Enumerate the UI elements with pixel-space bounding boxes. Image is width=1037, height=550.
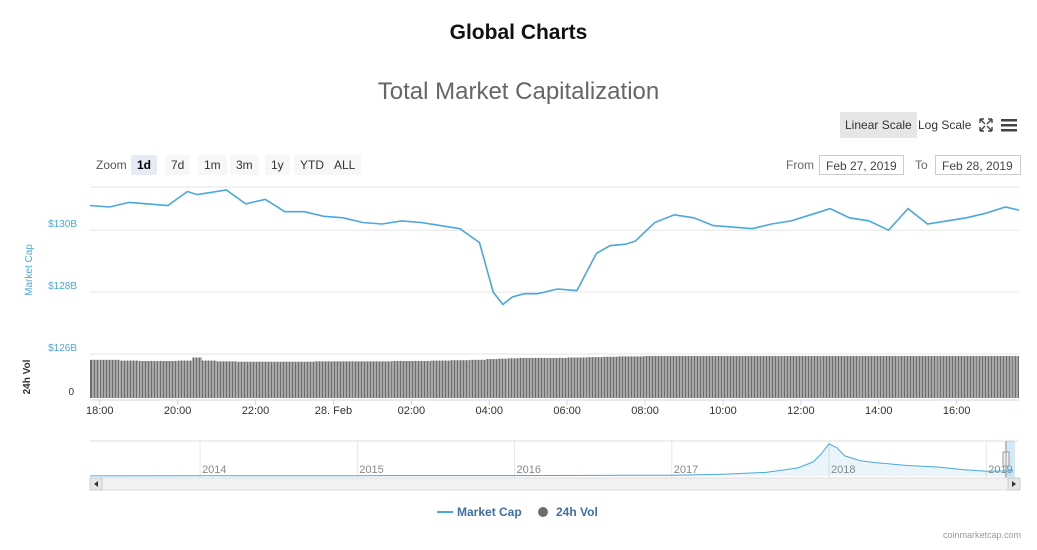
chart-title: Total Market Capitalization	[377, 78, 660, 105]
volume-bar	[878, 356, 899, 398]
navigator-year-label: 2019	[988, 464, 1012, 476]
legend-dot-icon	[538, 507, 548, 517]
navigator-year-label: 2018	[831, 464, 855, 476]
volume-bar	[547, 357, 568, 398]
legend-item-market-cap[interactable]: Market Cap	[437, 505, 522, 519]
volume-bar	[99, 359, 120, 398]
volume-bar	[603, 356, 618, 398]
navigator-line	[89, 443, 1014, 477]
series-line-market-cap	[89, 189, 1020, 306]
zoom-button-3m[interactable]: 3m	[230, 155, 259, 175]
volume-bar	[90, 359, 100, 398]
y-tick-label: $128B	[48, 281, 77, 292]
from-date-input[interactable]: Feb 27, 2019	[819, 155, 904, 175]
volume-bar	[430, 360, 451, 398]
volume-bar	[216, 361, 237, 398]
navigator-year-label: 2017	[674, 464, 698, 476]
x-tick-label: 06:00	[553, 405, 581, 417]
hamburger-menu-icon[interactable]	[998, 114, 1020, 136]
volume-bar	[531, 357, 548, 398]
volume-bar	[917, 356, 938, 398]
x-tick-label: 22:00	[242, 405, 270, 417]
volume-bar	[956, 356, 977, 398]
navigator-year-label: 2016	[517, 464, 541, 476]
x-tick-label: 20:00	[164, 405, 192, 417]
volume-bar	[192, 357, 202, 398]
volume-bar	[664, 356, 685, 398]
x-tick-label: 16:00	[943, 405, 971, 417]
x-tick-label: 08:00	[631, 405, 659, 417]
scrollbar-track[interactable]	[89, 477, 1021, 491]
navigator-year-label: 2014	[202, 464, 226, 476]
volume-bar	[498, 358, 508, 398]
volume-bar	[294, 361, 314, 398]
from-label: From	[786, 158, 814, 172]
x-tick-label: 10:00	[709, 405, 737, 417]
volume-bar	[177, 360, 193, 398]
legend-label-market-cap: Market Cap	[457, 505, 522, 519]
zoom-button-1m[interactable]: 1m	[198, 155, 227, 175]
volume-bar	[255, 361, 276, 398]
volume-bar	[138, 360, 159, 398]
volume-bar	[761, 356, 782, 398]
volume-bar	[839, 356, 860, 398]
zoom-button-1d[interactable]: 1d	[131, 155, 158, 175]
volume-bar	[722, 356, 743, 398]
navigator-area	[90, 443, 1013, 476]
volume-bar	[630, 356, 646, 398]
x-tick-label: 02:00	[398, 405, 426, 417]
fullscreen-icon[interactable]	[975, 114, 997, 136]
legend-item-24h-vol[interactable]: 24h Vol	[538, 505, 598, 519]
zoom-button-1y[interactable]: 1y	[265, 155, 290, 175]
x-tick-label: 14:00	[865, 405, 893, 417]
volume-bar	[469, 359, 487, 398]
volume-bar	[800, 356, 821, 398]
y-tick-label: $130B	[48, 219, 77, 230]
x-tick-label: 28. Feb	[315, 405, 352, 417]
zoom-label: Zoom	[96, 158, 127, 172]
page-title: Global Charts	[449, 21, 588, 44]
x-tick-label: 04:00	[475, 405, 503, 417]
to-label: To	[915, 158, 928, 172]
zoom-button-7d[interactable]: 7d	[165, 155, 191, 175]
scroll-right-arrow-icon	[1012, 481, 1016, 487]
navigator-year-label: 2015	[359, 464, 383, 476]
zoom-button-ytd[interactable]: YTD	[294, 155, 330, 175]
zoom-button-all[interactable]: ALL	[328, 155, 362, 175]
volume-bar	[995, 356, 1013, 398]
x-tick-label: 18:00	[86, 405, 114, 417]
credits-link[interactable]: coinmarketcap.com	[942, 530, 1021, 540]
to-date-input[interactable]: Feb 28, 2019	[935, 155, 1021, 175]
log-scale-button[interactable]: Log Scale	[918, 118, 972, 132]
navigator-selection	[1005, 441, 1015, 478]
x-tick-label: 12:00	[787, 405, 815, 417]
legend-label-24h-vol: 24h Vol	[556, 505, 598, 519]
volume-bar	[586, 357, 604, 398]
volume-axis-label: 24h Vol	[22, 359, 33, 394]
scroll-left-arrow-icon	[94, 481, 98, 487]
y-tick-label: $126B	[48, 343, 77, 354]
y-axis-label: Market Cap	[24, 244, 35, 296]
volume-bar	[1012, 356, 1019, 398]
volume-tick-label: 0	[68, 387, 74, 398]
linear-scale-button[interactable]: Linear Scale	[840, 112, 917, 138]
legend-line-icon	[437, 511, 453, 513]
